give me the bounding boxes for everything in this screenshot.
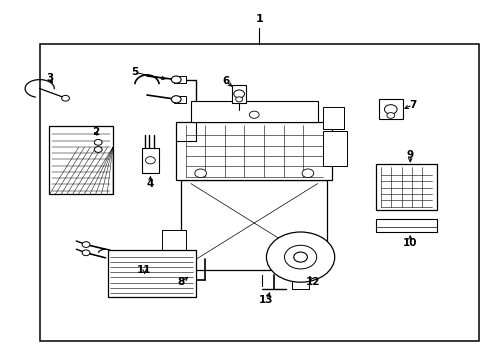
Bar <box>375 220 436 232</box>
Bar <box>49 126 113 194</box>
Bar <box>375 164 436 211</box>
Circle shape <box>82 250 90 256</box>
Circle shape <box>293 252 307 262</box>
Circle shape <box>171 76 181 83</box>
Circle shape <box>145 157 155 164</box>
Circle shape <box>171 96 181 103</box>
Circle shape <box>233 90 244 98</box>
Bar <box>291 282 309 289</box>
Text: 1: 1 <box>255 14 263 24</box>
Circle shape <box>194 169 206 177</box>
Circle shape <box>61 95 69 101</box>
Bar <box>322 107 344 129</box>
Circle shape <box>249 111 259 118</box>
Bar <box>173 76 185 83</box>
Bar <box>176 122 331 180</box>
Bar <box>232 85 245 103</box>
Bar <box>378 99 402 119</box>
Text: 12: 12 <box>305 277 319 287</box>
Bar <box>322 131 346 166</box>
Circle shape <box>386 113 394 118</box>
Circle shape <box>284 245 316 269</box>
Text: 7: 7 <box>408 100 416 110</box>
Circle shape <box>235 97 242 102</box>
Circle shape <box>266 232 334 282</box>
Text: 6: 6 <box>222 76 229 86</box>
Bar <box>142 148 159 173</box>
Text: 2: 2 <box>92 127 99 136</box>
Circle shape <box>384 105 396 114</box>
Text: 3: 3 <box>46 73 53 83</box>
Text: 10: 10 <box>402 238 417 248</box>
Bar <box>181 180 327 270</box>
Circle shape <box>94 139 102 145</box>
Text: 13: 13 <box>259 295 273 305</box>
Bar <box>108 250 195 297</box>
Text: 8: 8 <box>177 277 184 287</box>
Circle shape <box>82 242 90 247</box>
Text: 5: 5 <box>131 67 138 77</box>
Circle shape <box>302 169 313 177</box>
Text: 11: 11 <box>137 265 151 275</box>
Bar <box>40 44 478 341</box>
Bar <box>161 230 185 259</box>
Circle shape <box>94 147 102 152</box>
Text: 4: 4 <box>146 179 154 189</box>
Bar <box>173 96 185 103</box>
Text: 9: 9 <box>406 150 413 160</box>
Bar <box>190 101 317 122</box>
